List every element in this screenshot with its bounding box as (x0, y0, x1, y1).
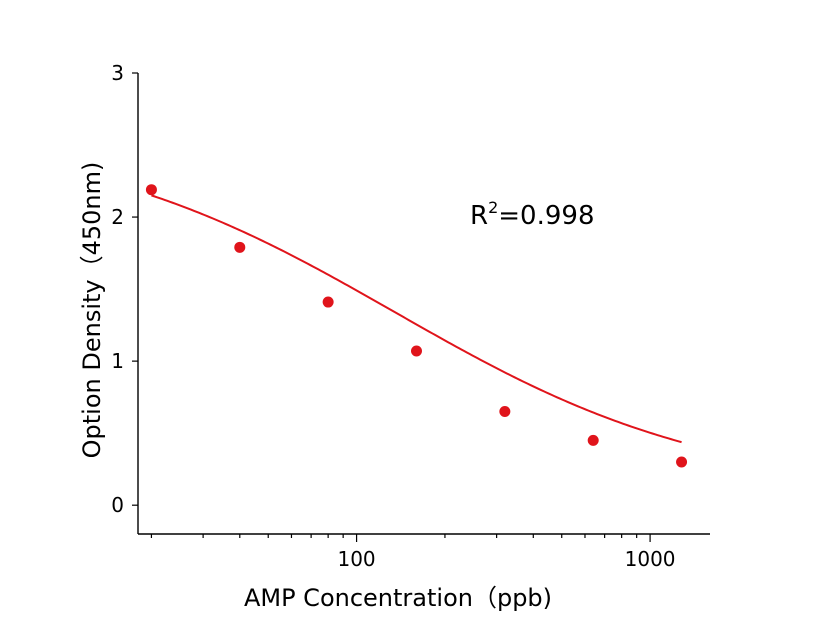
x-tick-label: 100 (337, 547, 375, 571)
y-tick-label: 0 (111, 493, 124, 517)
data-points (145, 184, 688, 468)
y-tick-label: 1 (111, 349, 124, 373)
x-ticks: 100 1000 (337, 534, 676, 571)
x-axis-title: AMP Concentration（ppb) (244, 584, 552, 612)
data-point (322, 296, 334, 308)
r-squared-superscript: 2 (488, 198, 498, 217)
y-ticks: 0 1 2 3 (111, 61, 138, 517)
data-point (145, 184, 157, 196)
y-axis-title: Option Density（450nm) (78, 162, 106, 459)
r-squared-value: =0.998 (498, 201, 594, 231)
r-squared-base: R (470, 201, 488, 231)
data-point (499, 406, 511, 418)
y-tick-label: 3 (111, 61, 124, 85)
data-point (676, 456, 688, 468)
axes (137, 73, 710, 535)
x-minor-ticks (150, 534, 638, 538)
x-tick-label: 1000 (625, 547, 676, 571)
data-point (410, 345, 422, 357)
data-point (234, 241, 246, 253)
y-tick-label: 2 (111, 205, 124, 229)
r-squared-annotation: R2=0.998 (470, 198, 594, 231)
fit-curve (151, 194, 682, 444)
data-point (587, 434, 599, 446)
